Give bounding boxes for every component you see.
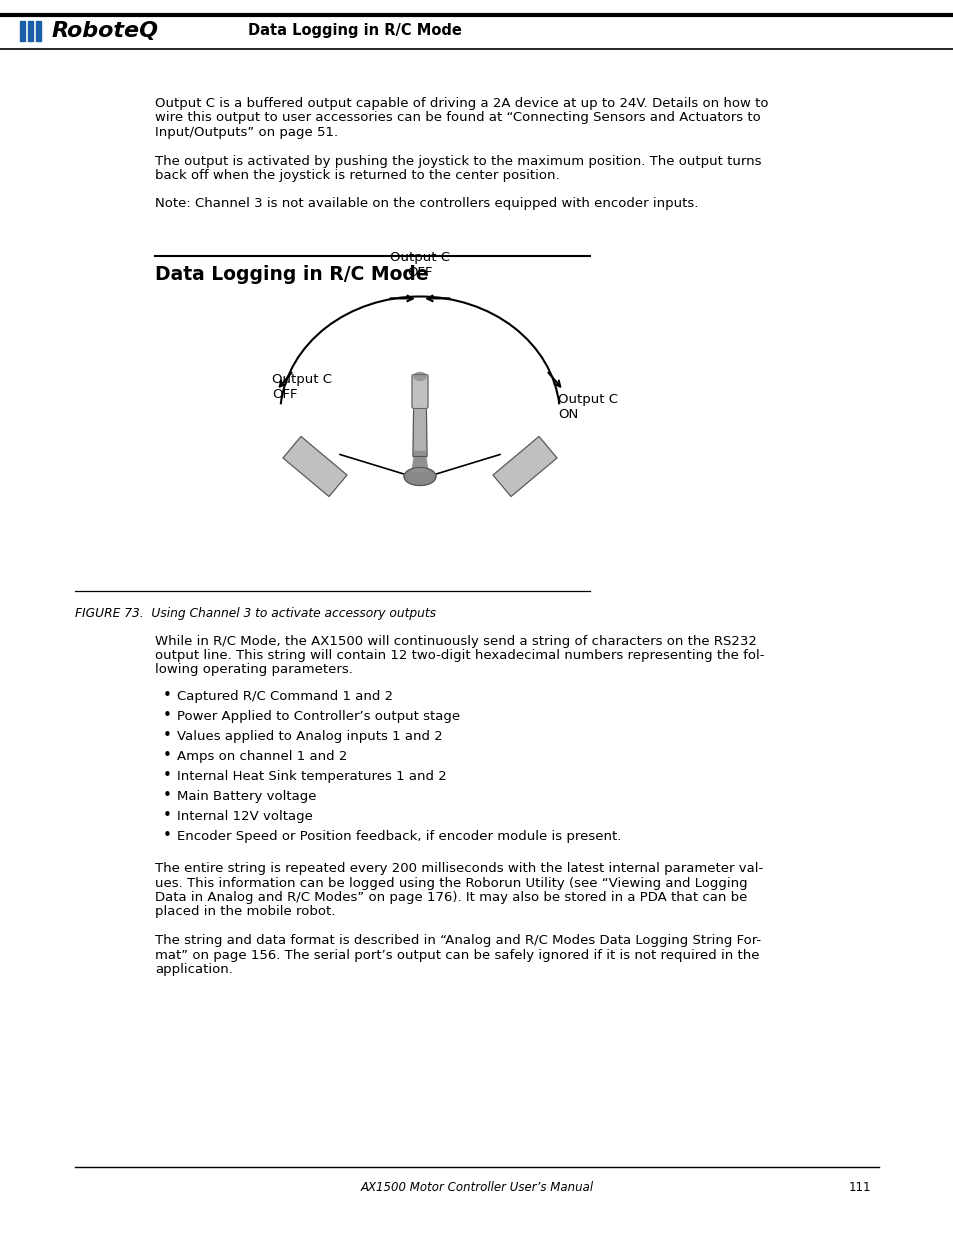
Text: Output C
OFF: Output C OFF — [390, 251, 450, 279]
Bar — [20, 21, 25, 41]
Text: application.: application. — [154, 963, 233, 976]
Text: placed in the mobile robot.: placed in the mobile robot. — [154, 905, 335, 919]
Text: Captured R/C Command 1 and 2: Captured R/C Command 1 and 2 — [177, 690, 393, 703]
Text: While in R/C Mode, the AX1500 will continuously send a string of characters on t: While in R/C Mode, the AX1500 will conti… — [154, 635, 756, 647]
Polygon shape — [283, 436, 347, 496]
Text: mat” on page 156. The serial port’s output can be safely ignored if it is not re: mat” on page 156. The serial port’s outp… — [154, 948, 759, 962]
Text: •: • — [163, 708, 172, 722]
Text: FIGURE 73.  Using Channel 3 to activate accessory outputs: FIGURE 73. Using Channel 3 to activate a… — [75, 606, 436, 620]
Text: The output is activated by pushing the joystick to the maximum position. The out: The output is activated by pushing the j… — [154, 154, 760, 168]
Text: Power Applied to Controller’s output stage: Power Applied to Controller’s output sta… — [177, 710, 459, 722]
Bar — [36, 21, 41, 41]
Text: output line. This string will contain 12 two-digit hexadecimal numbers represent: output line. This string will contain 12… — [154, 650, 763, 662]
Text: Amps on channel 1 and 2: Amps on channel 1 and 2 — [177, 750, 347, 763]
Text: 111: 111 — [848, 1181, 870, 1194]
Text: Values applied to Analog inputs 1 and 2: Values applied to Analog inputs 1 and 2 — [177, 730, 442, 743]
Polygon shape — [493, 436, 557, 496]
Text: •: • — [163, 768, 172, 783]
Text: Data in Analog and R/C Modes” on page 176). It may also be stored in a PDA that : Data in Analog and R/C Modes” on page 17… — [154, 890, 746, 904]
Text: The entire string is repeated every 200 milliseconds with the latest internal pa: The entire string is repeated every 200 … — [154, 862, 762, 876]
Text: lowing operating parameters.: lowing operating parameters. — [154, 663, 353, 677]
Text: Data Logging in R/C Mode: Data Logging in R/C Mode — [154, 266, 428, 284]
Text: AX1500 Motor Controller User’s Manual: AX1500 Motor Controller User’s Manual — [360, 1181, 593, 1194]
Ellipse shape — [414, 373, 426, 380]
Text: Main Battery voltage: Main Battery voltage — [177, 790, 316, 803]
Text: RoboteQ: RoboteQ — [52, 21, 159, 41]
Text: Data Logging in R/C Mode: Data Logging in R/C Mode — [248, 23, 461, 38]
Text: Internal Heat Sink temperatures 1 and 2: Internal Heat Sink temperatures 1 and 2 — [177, 769, 446, 783]
Text: Internal 12V voltage: Internal 12V voltage — [177, 810, 313, 823]
Text: Encoder Speed or Position feedback, if encoder module is present.: Encoder Speed or Position feedback, if e… — [177, 830, 620, 844]
Text: •: • — [163, 688, 172, 703]
Text: •: • — [163, 788, 172, 803]
Text: •: • — [163, 827, 172, 844]
Text: •: • — [163, 727, 172, 743]
Polygon shape — [412, 452, 428, 472]
Text: ues. This information can be logged using the Roborun Utility (see “Viewing and : ues. This information can be logged usin… — [154, 877, 747, 889]
Ellipse shape — [403, 468, 436, 485]
Text: Input/Outputs” on page 51.: Input/Outputs” on page 51. — [154, 126, 337, 140]
Text: wire this output to user accessories can be found at “Connecting Sensors and Act: wire this output to user accessories can… — [154, 111, 760, 125]
Text: Note: Channel 3 is not available on the controllers equipped with encoder inputs: Note: Channel 3 is not available on the … — [154, 198, 698, 210]
Polygon shape — [413, 377, 427, 457]
Text: •: • — [163, 808, 172, 823]
FancyBboxPatch shape — [412, 374, 428, 409]
Text: Output C
OFF: Output C OFF — [272, 373, 332, 400]
Text: back off when the joystick is returned to the center position.: back off when the joystick is returned t… — [154, 169, 559, 182]
Text: •: • — [163, 748, 172, 763]
Text: Output C
ON: Output C ON — [558, 393, 618, 420]
Text: Output C is a buffered output capable of driving a 2A device at up to 24V. Detai: Output C is a buffered output capable of… — [154, 98, 768, 110]
Bar — [28, 21, 33, 41]
Text: The string and data format is described in “Analog and R/C Modes Data Logging St: The string and data format is described … — [154, 934, 760, 947]
